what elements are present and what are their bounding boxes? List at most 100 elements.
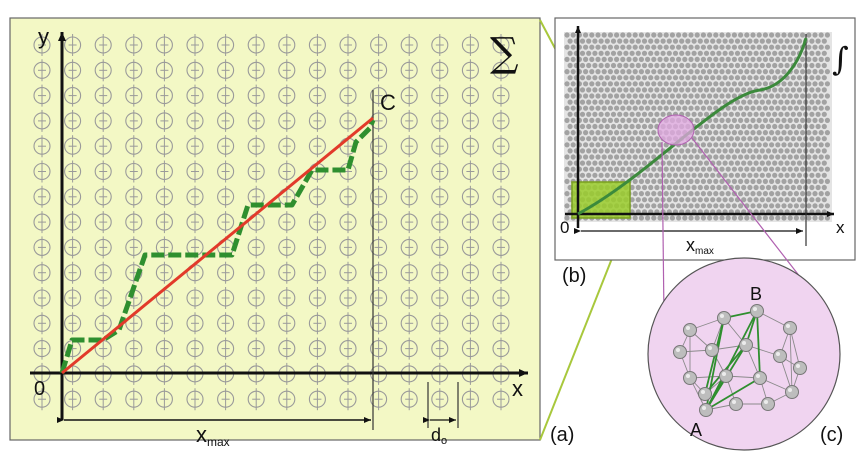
lattice-dot (734, 75, 741, 81)
lattice-atom (94, 287, 112, 309)
lattice-dot (691, 87, 697, 93)
lattice-atom (370, 261, 388, 284)
lattice-dot (793, 69, 800, 75)
lattice-dot (607, 154, 614, 160)
lattice-dot (679, 50, 685, 56)
lattice-dot (607, 117, 614, 123)
lattice-dot (586, 75, 592, 81)
lattice-atom (64, 59, 82, 82)
lattice-dot (632, 130, 638, 136)
lattice-dot (651, 203, 657, 209)
lattice-dot (741, 172, 747, 178)
lattice-dot (716, 87, 722, 93)
lattice-dot (772, 136, 778, 142)
lattice-atom (155, 34, 173, 56)
lattice-atom (308, 388, 326, 411)
lattice-dot (645, 44, 651, 50)
lattice-dot (722, 197, 728, 203)
lattice-atom (492, 109, 510, 132)
lattice-dot (815, 123, 821, 130)
lattice-dot (815, 50, 821, 56)
lattice-atom (94, 135, 112, 158)
lattice-atom (370, 59, 388, 82)
lattice-atom (400, 84, 418, 107)
lattice-dot (796, 160, 803, 166)
lattice-dot (623, 160, 629, 166)
lattice-dot (645, 191, 651, 197)
lattice-dot (654, 50, 660, 56)
atom-highlight (708, 346, 712, 350)
lattice-dot (564, 130, 570, 136)
lattice-dot (753, 172, 759, 178)
lattice-dot (750, 203, 756, 209)
lattice-dot (772, 99, 778, 105)
lattice-dot (583, 69, 589, 75)
magnify-spot (657, 114, 695, 146)
lattice-dot (592, 38, 598, 44)
lattice-dot (796, 38, 803, 44)
lattice-dot (784, 62, 790, 69)
lattice-dot (657, 56, 663, 63)
lattice-dot (741, 197, 747, 203)
lattice-dot (809, 38, 815, 44)
lattice-dot (722, 123, 728, 130)
lattice-dot (592, 160, 598, 166)
lattice-dot (818, 191, 824, 197)
lattice-dot (710, 123, 716, 130)
lattice-dot (781, 105, 787, 111)
lattice-dot (778, 123, 784, 130)
lattice-dot (784, 172, 790, 178)
lattice-dot (762, 81, 769, 87)
lattice-dot (635, 62, 641, 69)
lattice-dot (710, 184, 716, 191)
lattice-atom (308, 337, 326, 360)
lattice-dot (648, 99, 654, 105)
lattice-dot (806, 142, 812, 148)
lattice-dot (800, 93, 806, 99)
lattice-dot (725, 56, 731, 63)
lattice-atom (400, 185, 418, 208)
lattice-dot (679, 197, 685, 203)
lattice-dot (787, 142, 793, 148)
lattice-dot (713, 154, 719, 160)
lattice-dot (781, 44, 787, 50)
lattice-dot (818, 32, 824, 38)
lattice-dot (688, 93, 694, 99)
lattice-dot (604, 62, 610, 69)
lattice-dot (707, 69, 713, 75)
lattice-dot (688, 203, 694, 209)
lattice-dot (806, 117, 812, 123)
lattice-dot (784, 123, 790, 130)
lattice-atom (33, 160, 51, 183)
lattice-dot (700, 32, 707, 38)
lattice-dot (812, 56, 818, 63)
lattice-dot (669, 178, 676, 184)
lattice-dot (806, 69, 812, 75)
lattice-dot (759, 99, 765, 105)
lattice-dot (812, 69, 818, 75)
lattice-dot (806, 191, 812, 197)
lattice-dot (632, 105, 638, 111)
lattice-dot (750, 117, 756, 123)
lattice-dot (592, 123, 598, 130)
lattice-dot (769, 32, 775, 38)
lattice-dot (676, 178, 682, 184)
lattice-dot (610, 148, 617, 154)
lattice-dot (579, 148, 586, 154)
lattice-dot (772, 160, 778, 166)
lattice-dot (697, 172, 703, 178)
lattice-dot (691, 111, 697, 117)
lattice-dot (629, 197, 635, 203)
lattice-dot (809, 50, 815, 56)
lattice-dot (648, 75, 654, 81)
lattice-atom (155, 261, 173, 284)
lattice-dot (694, 56, 700, 63)
lattice-atom (33, 84, 51, 107)
lattice-dot (762, 203, 769, 209)
lattice-dot (734, 87, 741, 93)
lattice-atom (431, 211, 449, 234)
lattice-dot (666, 99, 672, 105)
lattice-atom (33, 211, 51, 234)
lattice-dot (762, 69, 769, 75)
lattice-dot (765, 172, 772, 178)
